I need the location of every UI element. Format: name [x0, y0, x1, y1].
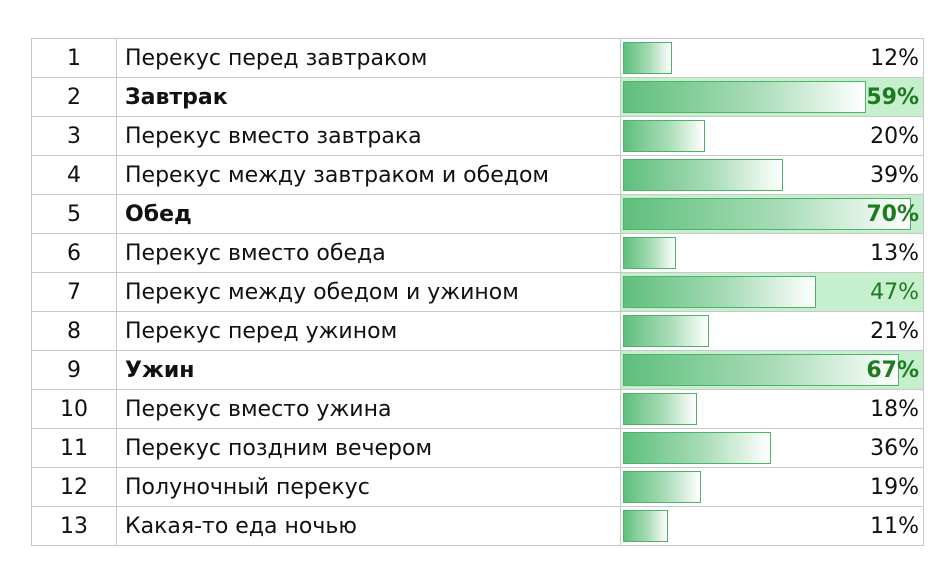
bar-cell: 18%: [620, 389, 924, 429]
bar-cell: 70%: [620, 194, 924, 234]
percent-label: 20%: [870, 123, 919, 149]
bar-cell: 21%: [620, 311, 924, 351]
row-number: 1: [31, 38, 117, 78]
row-label: Полуночный перекус: [116, 467, 621, 507]
percent-label: 21%: [870, 318, 919, 344]
row-label: Перекус вместо завтрака: [116, 116, 621, 156]
percent-label: 12%: [870, 45, 919, 71]
table-row: 9 Ужин 67%: [31, 350, 924, 390]
percent-label: 67%: [866, 357, 919, 383]
bar-cell: 19%: [620, 467, 924, 507]
row-number: 11: [31, 428, 117, 468]
percent-label: 59%: [866, 84, 919, 110]
bar-cell: 59%: [620, 77, 924, 117]
percent-label: 11%: [870, 513, 919, 539]
data-bar: [623, 471, 701, 503]
row-number: 6: [31, 233, 117, 273]
row-number: 2: [31, 77, 117, 117]
row-number: 3: [31, 116, 117, 156]
percent-label: 70%: [866, 201, 919, 227]
row-label: Перекус перед завтраком: [116, 38, 621, 78]
bar-cell: 67%: [620, 350, 924, 390]
table-row: 11 Перекус поздним вечером 36%: [31, 428, 924, 468]
row-label: Завтрак: [116, 77, 621, 117]
table-row: 6 Перекус вместо обеда 13%: [31, 233, 924, 273]
table-row: 5 Обед 70%: [31, 194, 924, 234]
data-bar: [623, 120, 705, 152]
row-number: 4: [31, 155, 117, 195]
percent-label: 36%: [870, 435, 919, 461]
bar-cell: 39%: [620, 155, 924, 195]
data-bar: [623, 432, 771, 464]
data-bar: [623, 159, 783, 191]
table-row: 1 Перекус перед завтраком 12%: [31, 38, 924, 78]
table-row: 2 Завтрак 59%: [31, 77, 924, 117]
percent-label: 39%: [870, 162, 919, 188]
table-row: 4 Перекус между завтраком и обедом 39%: [31, 155, 924, 195]
row-label: Ужин: [116, 350, 621, 390]
data-bar: [623, 237, 676, 269]
bar-cell: 20%: [620, 116, 924, 156]
row-label: Перекус поздним вечером: [116, 428, 621, 468]
table-row: 3 Перекус вместо завтрака 20%: [31, 116, 924, 156]
row-label: Перекус между завтраком и обедом: [116, 155, 621, 195]
data-bar: [623, 510, 668, 542]
row-number: 13: [31, 506, 117, 546]
row-label: Перекус между обедом и ужином: [116, 272, 621, 312]
table-row: 8 Перекус перед ужином 21%: [31, 311, 924, 351]
meal-table-body: 1 Перекус перед завтраком 12% 2 Завтрак 59% 3 П…: [31, 38, 924, 546]
bar-cell: 12%: [620, 38, 924, 78]
meal-table: 1 Перекус перед завтраком 12% 2 Завтрак 59% 3 П…: [31, 38, 924, 546]
row-label: Перекус вместо ужина: [116, 389, 621, 429]
bar-cell: 36%: [620, 428, 924, 468]
data-bar: [623, 354, 899, 386]
row-label: Обед: [116, 194, 621, 234]
row-label: Перекус вместо обеда: [116, 233, 621, 273]
percent-label: 47%: [870, 279, 919, 305]
percent-label: 19%: [870, 474, 919, 500]
table-row: 12 Полуночный перекус 19%: [31, 467, 924, 507]
data-bar: [623, 393, 697, 425]
row-label: Какая-то еда ночью: [116, 506, 621, 546]
row-number: 10: [31, 389, 117, 429]
percent-label: 13%: [870, 240, 919, 266]
table-row: 10 Перекус вместо ужина 18%: [31, 389, 924, 429]
percent-label: 18%: [870, 396, 919, 422]
bar-cell: 47%: [620, 272, 924, 312]
bar-cell: 13%: [620, 233, 924, 273]
row-number: 7: [31, 272, 117, 312]
table-row: 7 Перекус между обедом и ужином 47%: [31, 272, 924, 312]
row-label: Перекус перед ужином: [116, 311, 621, 351]
bar-cell: 11%: [620, 506, 924, 546]
data-bar: [623, 276, 816, 308]
data-bar: [623, 315, 709, 347]
data-bar: [623, 198, 911, 230]
table-row: 13 Какая-то еда ночью 11%: [31, 506, 924, 546]
data-bar: [623, 81, 866, 113]
row-number: 8: [31, 311, 117, 351]
row-number: 12: [31, 467, 117, 507]
data-bar: [623, 42, 672, 74]
row-number: 9: [31, 350, 117, 390]
row-number: 5: [31, 194, 117, 234]
